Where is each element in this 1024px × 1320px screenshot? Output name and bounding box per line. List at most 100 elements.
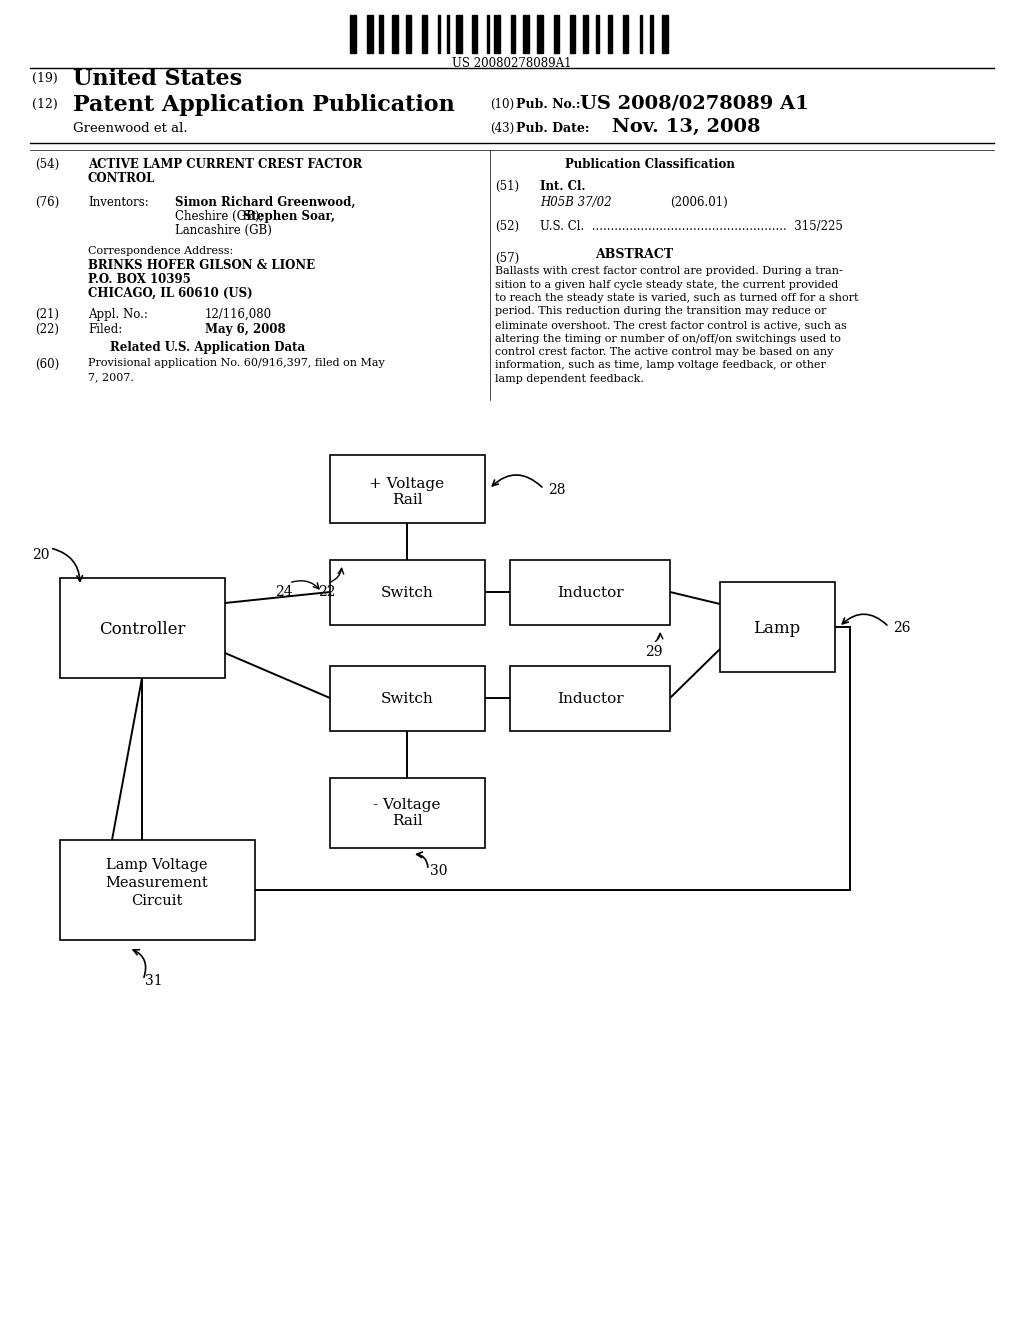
- Text: Inductor: Inductor: [557, 586, 624, 601]
- Text: CHICAGO, IL 60610 (US): CHICAGO, IL 60610 (US): [88, 286, 253, 300]
- Text: Inductor: Inductor: [557, 692, 624, 706]
- Text: (12): (12): [32, 98, 57, 111]
- Bar: [662, 15, 668, 53]
- Bar: [596, 15, 599, 53]
- Text: Appl. No.:: Appl. No.:: [88, 308, 147, 321]
- Text: Cheshire (GB);: Cheshire (GB);: [175, 210, 267, 223]
- Bar: [392, 15, 398, 53]
- Text: US 2008/0278089 A1: US 2008/0278089 A1: [580, 94, 809, 112]
- Text: (43): (43): [490, 121, 514, 135]
- Text: Nov. 13, 2008: Nov. 13, 2008: [612, 117, 761, 136]
- Text: control crest factor. The active control may be based on any: control crest factor. The active control…: [495, 347, 834, 356]
- Text: (21): (21): [35, 308, 59, 321]
- Bar: [330, 455, 485, 523]
- Text: 26: 26: [893, 620, 910, 635]
- Text: information, such as time, lamp voltage feedback, or other: information, such as time, lamp voltage …: [495, 360, 826, 371]
- Text: Circuit: Circuit: [131, 894, 182, 908]
- Text: BRINKS HOFER GILSON & LIONE: BRINKS HOFER GILSON & LIONE: [88, 259, 315, 272]
- Text: U.S. Cl.  ....................................................  315/225: U.S. Cl. ...............................…: [540, 220, 843, 234]
- Text: (76): (76): [35, 195, 59, 209]
- Bar: [640, 15, 642, 53]
- Text: 31: 31: [145, 974, 163, 987]
- Text: sition to a given half cycle steady state, the current provided: sition to a given half cycle steady stat…: [495, 280, 839, 289]
- Text: ABSTRACT: ABSTRACT: [595, 248, 673, 261]
- Text: (2006.01): (2006.01): [670, 195, 728, 209]
- Text: (52): (52): [495, 220, 519, 234]
- Bar: [511, 15, 515, 53]
- Bar: [438, 15, 440, 53]
- Text: Patent Application Publication: Patent Application Publication: [73, 94, 455, 116]
- Text: May 6, 2008: May 6, 2008: [205, 323, 286, 337]
- Text: Correspondence Address:: Correspondence Address:: [88, 246, 233, 256]
- Bar: [406, 15, 411, 53]
- Text: US 20080278089A1: US 20080278089A1: [453, 57, 571, 70]
- Text: 20: 20: [32, 548, 49, 562]
- Bar: [60, 840, 255, 940]
- Text: lamp dependent feedback.: lamp dependent feedback.: [495, 374, 644, 384]
- Bar: [523, 15, 529, 53]
- Text: Rail: Rail: [392, 492, 422, 507]
- Text: Publication Classification: Publication Classification: [565, 158, 735, 172]
- Text: CONTROL: CONTROL: [88, 172, 156, 185]
- Text: 30: 30: [430, 865, 447, 878]
- Bar: [379, 15, 383, 53]
- Bar: [510, 560, 670, 624]
- Text: (60): (60): [35, 358, 59, 371]
- Bar: [330, 777, 485, 847]
- Text: Pub. Date:: Pub. Date:: [516, 121, 590, 135]
- Text: - Voltage: - Voltage: [374, 799, 440, 812]
- Text: Measurement: Measurement: [105, 876, 208, 890]
- Text: Inventors:: Inventors:: [88, 195, 148, 209]
- Text: altering the timing or number of on/off/on switchings used to: altering the timing or number of on/off/…: [495, 334, 841, 343]
- Text: United States: United States: [73, 69, 242, 90]
- Text: Lamp Voltage: Lamp Voltage: [106, 858, 208, 873]
- Text: to reach the steady state is varied, such as turned off for a short: to reach the steady state is varied, suc…: [495, 293, 858, 304]
- Text: (19): (19): [32, 73, 57, 84]
- Text: Lancashire (GB): Lancashire (GB): [175, 224, 272, 238]
- Text: Filed:: Filed:: [88, 323, 122, 337]
- Bar: [537, 15, 543, 53]
- Bar: [510, 667, 670, 731]
- Bar: [330, 560, 485, 624]
- Text: (57): (57): [495, 252, 519, 265]
- Text: Switch: Switch: [381, 692, 433, 706]
- Bar: [487, 15, 489, 53]
- Text: (51): (51): [495, 180, 519, 193]
- Text: (54): (54): [35, 158, 59, 172]
- Text: P.O. BOX 10395: P.O. BOX 10395: [88, 273, 190, 286]
- Text: period. This reduction during the transition may reduce or: period. This reduction during the transi…: [495, 306, 826, 317]
- Text: Greenwood et al.: Greenwood et al.: [73, 121, 187, 135]
- Text: + Voltage: + Voltage: [370, 477, 444, 491]
- Text: Related U.S. Application Data: Related U.S. Application Data: [110, 341, 305, 354]
- Bar: [650, 15, 653, 53]
- Text: (22): (22): [35, 323, 59, 337]
- Text: Pub. No.:: Pub. No.:: [516, 98, 581, 111]
- Bar: [367, 15, 373, 53]
- Text: 7, 2007.: 7, 2007.: [88, 372, 134, 381]
- Bar: [472, 15, 477, 53]
- Text: 28: 28: [548, 483, 565, 498]
- Bar: [623, 15, 628, 53]
- Bar: [456, 15, 462, 53]
- Text: ACTIVE LAMP CURRENT CREST FACTOR: ACTIVE LAMP CURRENT CREST FACTOR: [88, 158, 362, 172]
- Text: Int. Cl.: Int. Cl.: [540, 180, 586, 193]
- Bar: [570, 15, 575, 53]
- Bar: [494, 15, 500, 53]
- Text: Controller: Controller: [98, 620, 185, 638]
- Text: 22: 22: [318, 585, 336, 599]
- Text: eliminate overshoot. The crest factor control is active, such as: eliminate overshoot. The crest factor co…: [495, 319, 847, 330]
- Text: 12/116,080: 12/116,080: [205, 308, 272, 321]
- Bar: [583, 15, 588, 53]
- Text: Provisional application No. 60/916,397, filed on May: Provisional application No. 60/916,397, …: [88, 358, 385, 368]
- Text: Simon Richard Greenwood,: Simon Richard Greenwood,: [175, 195, 355, 209]
- Text: Lamp: Lamp: [754, 620, 801, 638]
- Text: (10): (10): [490, 98, 514, 111]
- Bar: [447, 15, 449, 53]
- Bar: [720, 582, 835, 672]
- Text: 29: 29: [645, 645, 663, 659]
- Bar: [554, 15, 559, 53]
- Text: Switch: Switch: [381, 586, 433, 601]
- Text: Rail: Rail: [392, 814, 422, 828]
- Bar: [330, 667, 485, 731]
- Text: Stephen Soar,: Stephen Soar,: [243, 210, 335, 223]
